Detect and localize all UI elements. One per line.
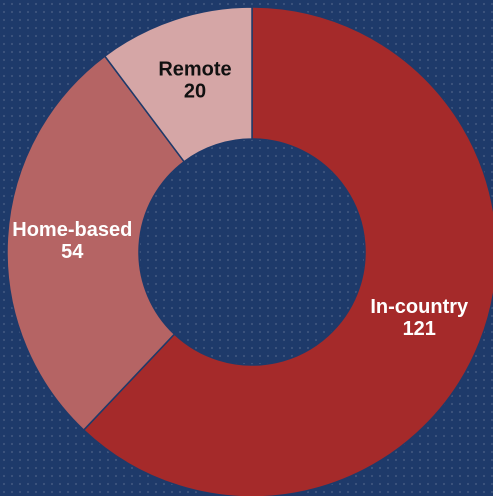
donut-slice <box>82 6 493 496</box>
donut-slice <box>103 6 253 163</box>
slice-label: Remote <box>158 59 231 81</box>
slice-label: Home-based <box>12 219 132 241</box>
slice-value: 20 <box>184 81 206 103</box>
donut-slice <box>6 55 186 432</box>
slice-value: 121 <box>403 318 436 340</box>
slice-label: In-country <box>370 296 469 318</box>
slice-value: 54 <box>61 241 84 263</box>
